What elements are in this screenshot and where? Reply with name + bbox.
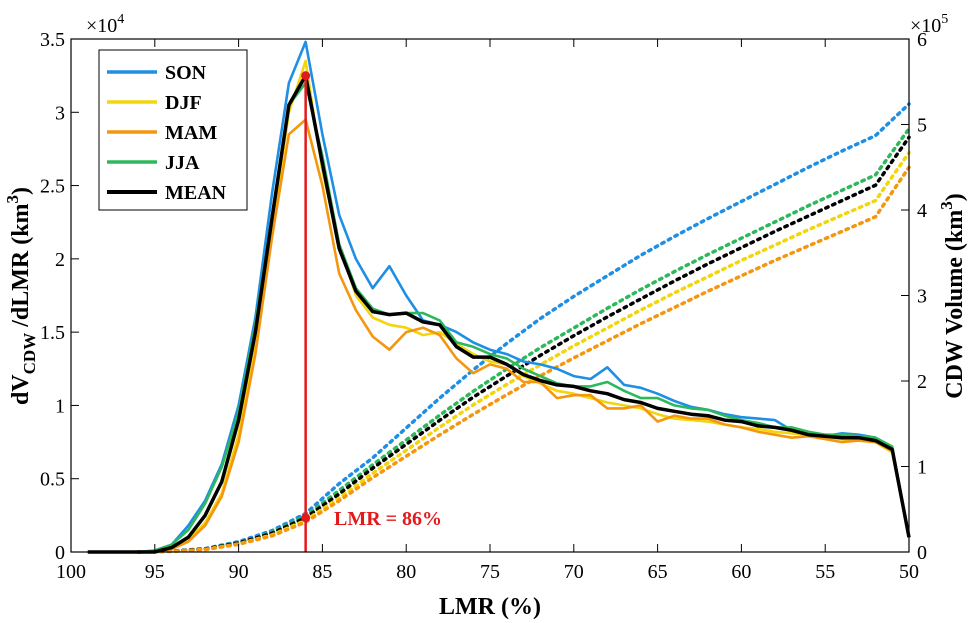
- x-axis-title: LMR (%): [439, 594, 541, 620]
- series-lines: [87, 40, 911, 554]
- x-tick-label: 95: [145, 561, 165, 583]
- legend-label-mam: MAM: [165, 122, 217, 144]
- series-line-mam: [87, 118, 911, 554]
- x-tick-label: 85: [312, 561, 332, 583]
- cumulative-line-mam: [136, 165, 911, 554]
- left-y-tick-label: 0: [55, 542, 65, 564]
- x-tick-label: 50: [899, 561, 919, 583]
- right-y-tick-label: 6: [917, 29, 927, 51]
- legend-label-jja: JJA: [165, 152, 200, 174]
- legend-box: [98, 49, 248, 211]
- right-y-tick-label: 1: [917, 457, 927, 479]
- right-y-tick-label: 3: [917, 286, 927, 308]
- right-y-tick-label: 4: [917, 200, 927, 222]
- left-y-tick-label: 0.5: [40, 469, 65, 491]
- left-exponent: ×104: [86, 12, 124, 37]
- x-tick-label: 80: [396, 561, 416, 583]
- annotation-layer: [301, 71, 311, 552]
- left-y-tick-label: 2.5: [40, 176, 65, 198]
- left-axis-title: dVCDW /dLMR (km3): [3, 187, 39, 405]
- x-tick-label: 55: [815, 561, 835, 583]
- left-y-tick-label: 3.5: [40, 29, 65, 51]
- series-line-mean: [87, 73, 911, 554]
- left-y-tick-label: 1: [55, 395, 65, 417]
- legend-label-djf: DJF: [165, 92, 202, 114]
- right-y-tick-label: 2: [917, 371, 927, 393]
- right-y-tick-label: 5: [917, 115, 927, 137]
- x-tick-label: 90: [229, 561, 249, 583]
- legend-label-son: SON: [165, 62, 207, 84]
- x-tick-label: 100: [56, 561, 86, 583]
- annotation-label: LMR = 86%: [334, 508, 442, 530]
- left-y-tick-label: 2: [55, 249, 65, 271]
- right-axis-title: CDW Volume (km3): [937, 193, 968, 398]
- annotation-peak-marker: [301, 71, 311, 81]
- x-tick-label: 75: [480, 561, 500, 583]
- x-axis: 100 95 90 85 80 75 70 65 60 55 50: [56, 39, 919, 583]
- right-exponent: ×105: [910, 12, 948, 37]
- right-y-axis: 0 1 2 3 4 5 6: [901, 29, 927, 564]
- annotation-cumulative-marker: [301, 513, 311, 523]
- left-y-axis: 0 0.5 1 1.5 2 2.5 3 3.5: [40, 29, 79, 564]
- left-y-tick-label: 3: [55, 102, 65, 124]
- cumulative-line-son: [136, 102, 911, 554]
- legend-items: SON DJF MAM JJA MEAN: [107, 62, 227, 204]
- legend: SON DJF MAM JJA MEAN: [98, 49, 248, 211]
- left-y-tick-label: 1.5: [40, 322, 65, 344]
- x-tick-label: 70: [564, 561, 584, 583]
- x-tick-label: 60: [731, 561, 751, 583]
- right-y-tick-label: 0: [917, 542, 927, 564]
- x-tick-label: 65: [648, 561, 668, 583]
- legend-label-mean: MEAN: [165, 182, 227, 204]
